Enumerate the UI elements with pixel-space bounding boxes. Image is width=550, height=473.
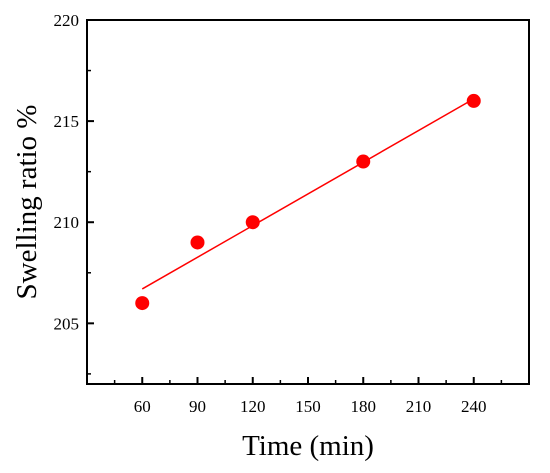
x-tick-label: 60 (134, 397, 151, 416)
data-point (356, 154, 371, 169)
plot-border (86, 19, 530, 385)
fit-line (141, 98, 475, 290)
x-tick-label: 150 (295, 397, 321, 416)
x-axis-title: Time (min) (242, 430, 374, 462)
x-axis: 60 90 120 150 180 210 240 (113, 377, 503, 416)
data-points (135, 93, 481, 311)
plot-frame (86, 19, 530, 385)
y-axis-title: Swelling ratio % (11, 105, 43, 300)
y-tick-label: 210 (54, 213, 80, 232)
x-tick-label: 180 (351, 397, 377, 416)
x-tick-label: 210 (406, 397, 432, 416)
data-point (245, 215, 260, 230)
y-tick-label: 220 (54, 11, 80, 30)
y-tick-label: 205 (54, 314, 80, 333)
x-tick-label: 120 (240, 397, 266, 416)
data-point (190, 235, 205, 250)
data-point (466, 93, 481, 108)
fit-layer (141, 98, 475, 290)
y-tick-label: 215 (54, 112, 80, 131)
data-point (135, 296, 150, 311)
x-tick-label: 90 (189, 397, 206, 416)
x-tick-label: 240 (461, 397, 487, 416)
y-axis: 205 210 215 220 (54, 11, 94, 375)
